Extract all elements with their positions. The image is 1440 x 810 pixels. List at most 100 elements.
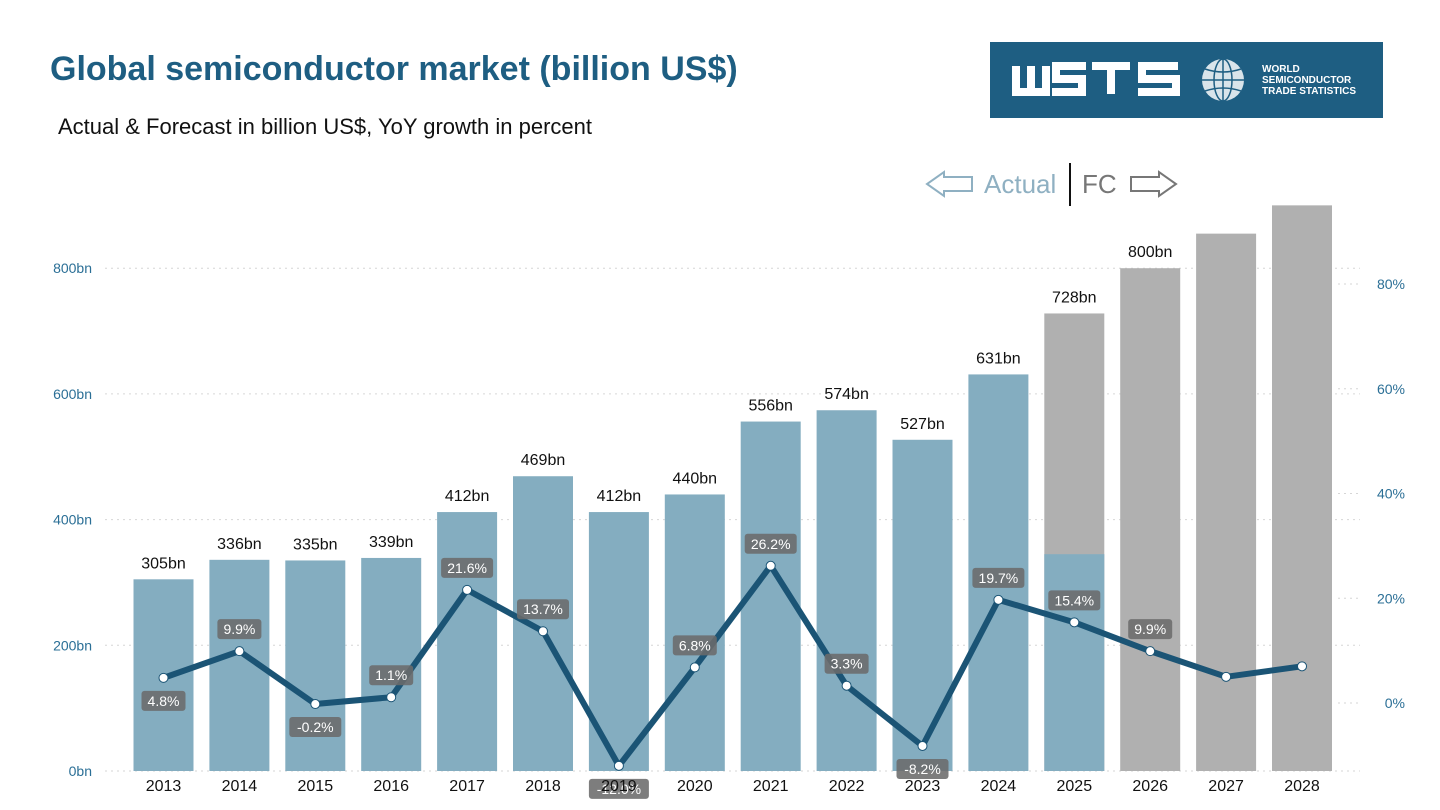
right-axis-tick-label: 80% [1377,276,1405,292]
growth-value-label: 19.7% [979,570,1019,586]
right-arrow-icon [1130,170,1178,198]
x-axis-tick-label: 2019 [601,778,637,795]
growth-point-2018 [538,626,548,637]
growth-point-2024 [993,594,1004,605]
wsts-logo-graphic [1012,58,1244,102]
growth-line-series: 4.8% 9.9% -0.2% 1.1% 21.6% 13.7% -12.0% 6.8% 26.… [141,533,1307,799]
growth-point-2022 [841,680,852,691]
growth-value-label: 26.2% [751,536,791,552]
growth-value-label: 15.4% [1054,592,1094,608]
right-axis-tick-label: 0% [1385,695,1405,711]
growth-label-box [972,567,1025,588]
growth-value-label: 3.3% [831,656,863,672]
x-axis-tick-label: 2015 [298,778,334,795]
bar-2022 [816,410,877,771]
axes: 0bn 200bn 400bn 600bn 800bn 0% 20% 40% 60% 80% 201… [53,260,1405,795]
growth-point-2016 [386,692,397,703]
x-axis-tick-label: 2016 [373,778,409,795]
wsts-logo [990,42,1383,118]
bar-value-label: 336bn [217,536,262,553]
growth-label-box [141,690,186,711]
forecast-region-label: FC [1082,169,1117,199]
bar-value-label: 527bn [900,416,945,433]
left-axis-tick-label: 200bn [53,637,92,653]
growth-value-label: 9.9% [223,621,255,637]
growth-value-label: -12.0% [597,781,641,797]
growth-point-2014 [234,646,245,657]
actual-forecast-indicator: Actual FC [925,163,1178,206]
growth-point-2021 [765,560,776,571]
growth-value-label: 1.1% [375,667,407,683]
growth-line [160,562,1305,769]
growth-value-label: 13.7% [523,601,563,617]
right-axis-tick-label: 20% [1377,590,1405,606]
growth-value-label: -0.2% [297,719,334,735]
growth-point-2013 [158,672,169,683]
growth-point-2025 [1069,617,1080,628]
growth-point-2028 [1297,661,1307,672]
growth-label-box [824,653,869,674]
bar-value-label: 440bn [673,470,718,487]
growth-label-box [588,778,649,799]
logo-line-3: TRADE STATISTICS [1262,86,1357,97]
bar-value-label: 412bn [445,488,490,505]
growth-point-2027 [1221,671,1232,682]
x-axis-tick-label: 2017 [449,778,485,795]
bar-value-label: 728bn [1052,289,1097,306]
bar-series [133,205,1332,772]
actual-region-label: Actual [984,169,1056,199]
growth-label-box [1128,619,1173,640]
left-axis-tick-label: 400bn [53,512,92,528]
x-axis-tick-label: 2028 [1284,778,1320,795]
bar-value-labels: 305bn 336bn 335bn 339bn 412bn 469bn 412bn 440bn… [141,244,1172,572]
bar-value-label: 469bn [521,452,566,469]
growth-label-box [517,599,569,620]
logo-text: WORLD SEMICONDUCTOR TRADE STATISTICS [1262,64,1382,97]
bar-value-label: 412bn [597,488,642,505]
bar-value-label: 574bn [824,386,869,403]
bar-2017 [437,512,498,771]
left-axis-tick-label: 0bn [69,763,92,779]
growth-label-box [441,557,494,578]
left-axis-tick-label: 600bn [53,386,92,402]
growth-label-box [672,635,717,656]
growth-point-2019 [613,760,624,771]
growth-label-box [217,619,262,640]
growth-point-2017 [462,584,473,595]
x-axis-tick-label: 2021 [753,778,789,795]
growth-label-box [896,758,949,779]
x-axis-tick-label: 2027 [1208,778,1244,795]
growth-point-2023 [917,740,928,751]
bar-value-label: 339bn [369,534,414,551]
bar-value-label: 335bn [293,536,338,553]
bar-value-label: 305bn [141,555,186,572]
bar-2023 [892,439,953,771]
logo-line-1: WORLD [1262,64,1300,75]
x-axis-tick-label: 2024 [981,778,1017,795]
right-axis-tick-label: 40% [1377,486,1405,502]
logo-line-2: SEMICONDUCTOR [1262,75,1352,86]
page-subtitle: Actual & Forecast in billion US$, YoY gr… [58,114,593,139]
growth-value-label: 4.8% [148,693,180,709]
x-axis-tick-label: 2020 [677,778,713,795]
x-axis-tick-label: 2025 [1057,778,1093,795]
growth-point-2026 [1145,646,1156,657]
x-axis-tick-label: 2026 [1132,778,1168,795]
x-axis-tick-label: 2014 [222,778,258,795]
bar-2020 [664,494,725,771]
bar-value-label: 556bn [748,398,793,415]
growth-label-box [1048,590,1101,611]
page-title: Global semiconductor market (billion US$… [50,50,738,88]
x-axis-tick-label: 2022 [829,778,865,795]
growth-label-box [744,533,797,554]
bar-2027 [1196,233,1257,771]
growth-label-box [369,665,414,686]
bar-value-label: 631bn [976,350,1021,367]
left-axis-tick-label: 800bn [53,260,92,276]
bar-2026 [1120,268,1181,771]
growth-label-box [289,717,342,738]
bar-actual-part-2025 [1044,554,1105,771]
x-axis-tick-label: 2018 [525,778,561,795]
x-axis-tick-label: 2013 [146,778,182,795]
